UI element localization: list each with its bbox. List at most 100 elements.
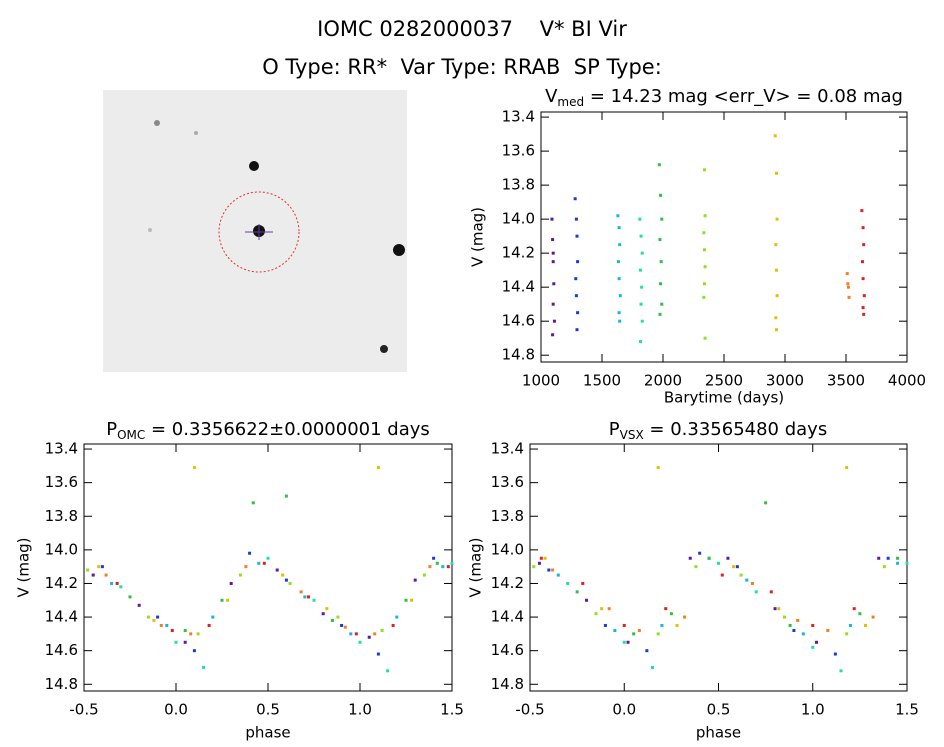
point xyxy=(637,629,641,633)
point xyxy=(551,251,555,255)
plot-frame xyxy=(540,111,908,363)
point xyxy=(288,581,292,585)
point xyxy=(104,573,108,577)
point xyxy=(811,645,815,649)
point xyxy=(354,632,358,636)
point xyxy=(110,581,114,585)
point xyxy=(775,294,779,298)
y-tick-label: 14.2 xyxy=(491,574,524,592)
point xyxy=(336,615,340,619)
point xyxy=(664,607,668,611)
point xyxy=(183,629,187,633)
point xyxy=(848,623,852,627)
point xyxy=(861,306,865,310)
star xyxy=(393,244,405,256)
point xyxy=(896,556,900,560)
point xyxy=(702,282,706,286)
star xyxy=(148,228,152,232)
point xyxy=(745,578,749,582)
point xyxy=(698,551,702,555)
point xyxy=(616,214,620,218)
point xyxy=(846,285,850,289)
point xyxy=(340,623,344,627)
point xyxy=(622,640,626,644)
point xyxy=(556,573,560,577)
point xyxy=(312,598,316,602)
point xyxy=(886,556,890,560)
point xyxy=(551,333,555,337)
point xyxy=(618,319,622,323)
point xyxy=(441,565,445,569)
x-tick-label: 1.5 xyxy=(895,701,919,719)
page-title: IOMC 0282000037 V* BI Vir xyxy=(317,17,627,41)
y-tick-label: 14.4 xyxy=(45,608,78,626)
point xyxy=(750,581,754,585)
point xyxy=(244,565,248,569)
point xyxy=(248,551,252,555)
point xyxy=(659,193,663,197)
point xyxy=(86,568,90,572)
point xyxy=(703,336,707,340)
point xyxy=(877,556,881,560)
point xyxy=(207,623,211,627)
point xyxy=(862,312,866,316)
point xyxy=(552,319,556,323)
point xyxy=(428,565,432,569)
plot-frame xyxy=(83,443,453,692)
point xyxy=(811,623,815,627)
point xyxy=(782,615,786,619)
y-tick-label: 13.6 xyxy=(502,142,535,160)
point xyxy=(871,615,875,619)
point xyxy=(156,615,160,619)
point xyxy=(754,590,758,594)
point xyxy=(306,595,310,599)
point xyxy=(358,640,362,644)
point xyxy=(532,565,536,569)
x-axis-label: Barytime (days) xyxy=(664,389,784,407)
title-subscript: OMC xyxy=(117,428,145,442)
point xyxy=(97,565,101,569)
point xyxy=(576,311,580,315)
point xyxy=(581,581,585,585)
point xyxy=(660,302,664,306)
point xyxy=(905,561,909,565)
point xyxy=(657,163,661,167)
point xyxy=(645,649,649,653)
point xyxy=(639,234,643,238)
y-tick-label: 13.8 xyxy=(502,176,535,194)
point xyxy=(833,652,837,656)
point xyxy=(845,466,849,470)
point xyxy=(573,197,577,201)
point xyxy=(303,595,307,599)
point xyxy=(858,612,862,616)
point xyxy=(174,640,178,644)
point xyxy=(651,665,655,669)
aperture xyxy=(218,191,300,273)
point xyxy=(846,282,850,286)
y-tick-label: 14.6 xyxy=(491,641,524,659)
point xyxy=(576,260,580,264)
x-tick-label: 3000 xyxy=(766,372,804,390)
y-tick-label: 14.8 xyxy=(491,675,524,693)
plot-frame xyxy=(529,443,908,692)
point xyxy=(660,217,664,221)
point xyxy=(386,669,390,673)
point xyxy=(257,561,261,565)
x-tick-label: 1000 xyxy=(522,372,560,390)
point xyxy=(574,294,578,298)
point xyxy=(603,623,607,627)
star xyxy=(249,161,259,171)
point xyxy=(638,268,642,272)
x-tick-label: 3500 xyxy=(827,372,865,390)
y-axis-label: V (mag) xyxy=(469,207,487,267)
point xyxy=(862,294,866,298)
y-tick-label: 14.2 xyxy=(502,244,535,262)
point xyxy=(189,632,193,636)
point xyxy=(774,171,778,175)
star xyxy=(380,345,388,353)
point xyxy=(845,272,849,276)
point xyxy=(284,494,288,498)
y-tick-label: 13.4 xyxy=(502,108,535,126)
point xyxy=(432,556,436,560)
